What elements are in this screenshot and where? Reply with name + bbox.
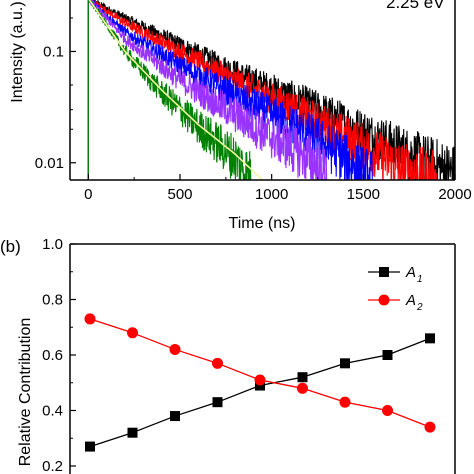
panel-b-series-2-point bbox=[339, 396, 351, 408]
panel-a-series-3-trace bbox=[87, 0, 373, 180]
panel-b-series-1-point bbox=[170, 411, 180, 422]
panel-a-x-axis-label: Time (ns) bbox=[229, 215, 296, 232]
legend-marker bbox=[378, 294, 390, 306]
panel-a-y-tick-label: 0.1 bbox=[43, 43, 64, 60]
panel-a: 0 500 1000 1500 2000 0.1 0.01 2.25 eV Time (n… bbox=[9, 0, 472, 232]
panel-b-series-2-point bbox=[127, 327, 138, 339]
panel-a-x-tick-label: 1000 bbox=[255, 186, 288, 203]
panel-b-series-2-point bbox=[424, 421, 436, 433]
panel-b-series-1-line bbox=[89, 337, 431, 448]
panel-a-y-tick-label: 0.01 bbox=[35, 155, 64, 172]
panel-b-series-1-point bbox=[255, 380, 265, 391]
panel-b-series-2-point bbox=[169, 343, 181, 355]
panel-a-x-tick-label: 0 bbox=[84, 186, 92, 203]
panel-a-annotation: 2.25 eV bbox=[386, 0, 445, 12]
legend-label: A bbox=[405, 264, 416, 281]
panel-b-series-2-line bbox=[89, 318, 431, 428]
panel-b-series-2-point bbox=[382, 405, 393, 416]
panel-a-series-4-trace bbox=[88, 0, 328, 180]
panel-b-series-2-point bbox=[84, 313, 96, 325]
panel-a-y-axis-label: Intensity (a.u.) bbox=[9, 1, 26, 102]
panel-b-y-tick-label: 0.8 bbox=[42, 292, 63, 309]
panel-b-series-1-point bbox=[85, 441, 95, 452]
panel-b-y-tick-label: 0.4 bbox=[42, 403, 63, 420]
panel-a-x-tick-label: 2000 bbox=[438, 186, 471, 203]
panel-b: (b) 0.2 0.4 0.6 0.8 1.0 Relative Contributio… bbox=[0, 236, 456, 474]
panel-b-series-1-point bbox=[425, 333, 435, 344]
panel-b-y-tick-label: 0.2 bbox=[42, 458, 63, 474]
panel-b-y-ticks: 0.2 0.4 0.6 0.8 1.0 bbox=[42, 236, 76, 474]
panel-a-x-ticks: 0 500 1000 1500 2000 bbox=[84, 174, 472, 203]
legend-label-subscript: 1 bbox=[417, 274, 423, 285]
panel-b-legend: A 1A 2 bbox=[368, 264, 423, 313]
legend-label-subscript: 2 bbox=[416, 302, 423, 313]
panel-b-series-1-point bbox=[297, 372, 308, 383]
panel-b-series-2-point bbox=[254, 374, 266, 386]
panel-a-plot-area bbox=[87, 0, 455, 180]
panel-a-fit-line bbox=[88, 0, 264, 180]
panel-a-y-ticks: 0.1 0.01 bbox=[35, 17, 76, 172]
panel-b-y-axis-label: Relative Contribution bbox=[17, 318, 34, 467]
panel-a-series-1-trace bbox=[89, 0, 455, 180]
legend-marker bbox=[379, 267, 389, 277]
panel-a-x-tick-label: 500 bbox=[167, 186, 192, 203]
panel-b-series-1-point bbox=[127, 427, 138, 438]
panel-b-series-1-point bbox=[340, 358, 350, 369]
panel-b-label: (b) bbox=[0, 237, 21, 256]
panel-b-y-tick-label: 0.6 bbox=[42, 347, 63, 364]
panel-b-axes bbox=[69, 243, 456, 474]
panel-b-series-1-point bbox=[382, 350, 393, 360]
panel-b-plot-area bbox=[84, 313, 436, 452]
legend-label: A bbox=[405, 292, 416, 309]
panel-a-series-5-trace bbox=[88, 0, 252, 180]
panel-b-series-1-point bbox=[212, 397, 223, 408]
panel-b-series-2-point bbox=[212, 357, 223, 369]
panel-b-series-2-point bbox=[297, 382, 308, 394]
panel-a-x-tick-label: 1500 bbox=[347, 186, 380, 203]
panel-b-y-tick-label: 1.0 bbox=[42, 236, 63, 253]
